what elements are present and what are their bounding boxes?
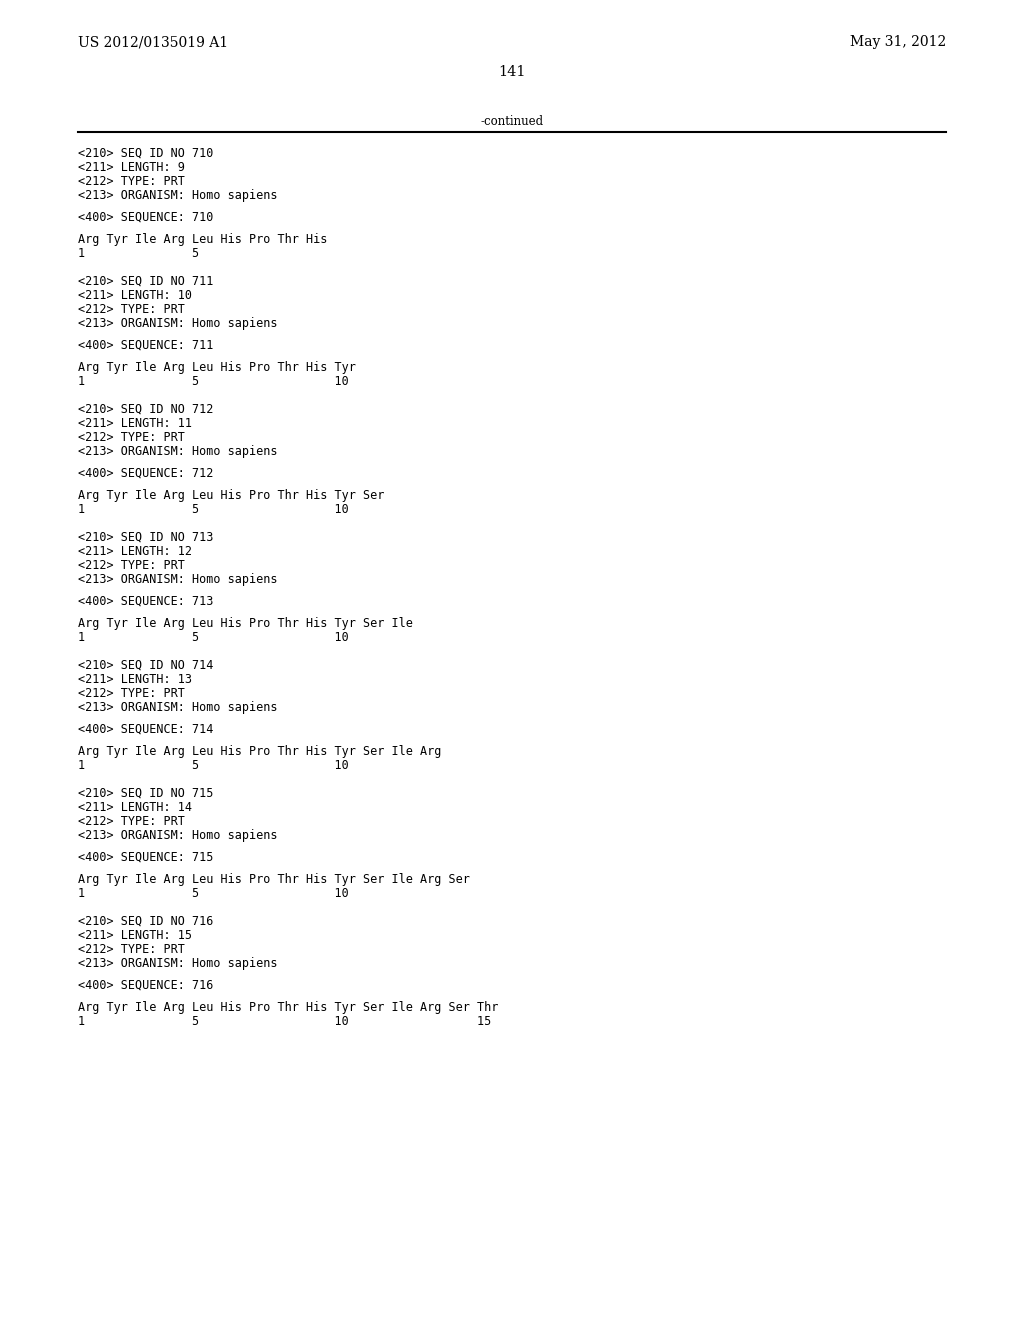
Text: <211> LENGTH: 14: <211> LENGTH: 14 xyxy=(78,801,193,814)
Text: Arg Tyr Ile Arg Leu His Pro Thr His Tyr Ser: Arg Tyr Ile Arg Leu His Pro Thr His Tyr … xyxy=(78,488,384,502)
Text: <400> SEQUENCE: 714: <400> SEQUENCE: 714 xyxy=(78,723,213,737)
Text: 1               5                   10: 1 5 10 xyxy=(78,759,349,772)
Text: <212> TYPE: PRT: <212> TYPE: PRT xyxy=(78,558,185,572)
Text: <213> ORGANISM: Homo sapiens: <213> ORGANISM: Homo sapiens xyxy=(78,829,278,842)
Text: <210> SEQ ID NO 713: <210> SEQ ID NO 713 xyxy=(78,531,213,544)
Text: 1               5                   10: 1 5 10 xyxy=(78,631,349,644)
Text: <211> LENGTH: 11: <211> LENGTH: 11 xyxy=(78,417,193,430)
Text: Arg Tyr Ile Arg Leu His Pro Thr His Tyr Ser Ile Arg Ser: Arg Tyr Ile Arg Leu His Pro Thr His Tyr … xyxy=(78,873,470,886)
Text: May 31, 2012: May 31, 2012 xyxy=(850,36,946,49)
Text: <213> ORGANISM: Homo sapiens: <213> ORGANISM: Homo sapiens xyxy=(78,317,278,330)
Text: <210> SEQ ID NO 715: <210> SEQ ID NO 715 xyxy=(78,787,213,800)
Text: <400> SEQUENCE: 716: <400> SEQUENCE: 716 xyxy=(78,979,213,993)
Text: <211> LENGTH: 12: <211> LENGTH: 12 xyxy=(78,545,193,558)
Text: -continued: -continued xyxy=(480,115,544,128)
Text: <212> TYPE: PRT: <212> TYPE: PRT xyxy=(78,176,185,187)
Text: Arg Tyr Ile Arg Leu His Pro Thr His: Arg Tyr Ile Arg Leu His Pro Thr His xyxy=(78,234,328,246)
Text: <212> TYPE: PRT: <212> TYPE: PRT xyxy=(78,432,185,444)
Text: US 2012/0135019 A1: US 2012/0135019 A1 xyxy=(78,36,228,49)
Text: <213> ORGANISM: Homo sapiens: <213> ORGANISM: Homo sapiens xyxy=(78,445,278,458)
Text: 1               5: 1 5 xyxy=(78,247,199,260)
Text: 1               5                   10                  15: 1 5 10 15 xyxy=(78,1015,492,1028)
Text: <400> SEQUENCE: 715: <400> SEQUENCE: 715 xyxy=(78,851,213,865)
Text: <210> SEQ ID NO 714: <210> SEQ ID NO 714 xyxy=(78,659,213,672)
Text: <212> TYPE: PRT: <212> TYPE: PRT xyxy=(78,814,185,828)
Text: <210> SEQ ID NO 712: <210> SEQ ID NO 712 xyxy=(78,403,213,416)
Text: <213> ORGANISM: Homo sapiens: <213> ORGANISM: Homo sapiens xyxy=(78,957,278,970)
Text: <210> SEQ ID NO 716: <210> SEQ ID NO 716 xyxy=(78,915,213,928)
Text: <213> ORGANISM: Homo sapiens: <213> ORGANISM: Homo sapiens xyxy=(78,189,278,202)
Text: <212> TYPE: PRT: <212> TYPE: PRT xyxy=(78,686,185,700)
Text: <210> SEQ ID NO 710: <210> SEQ ID NO 710 xyxy=(78,147,213,160)
Text: 141: 141 xyxy=(499,65,525,79)
Text: <400> SEQUENCE: 710: <400> SEQUENCE: 710 xyxy=(78,211,213,224)
Text: Arg Tyr Ile Arg Leu His Pro Thr His Tyr Ser Ile Arg Ser Thr: Arg Tyr Ile Arg Leu His Pro Thr His Tyr … xyxy=(78,1001,499,1014)
Text: Arg Tyr Ile Arg Leu His Pro Thr His Tyr Ser Ile Arg: Arg Tyr Ile Arg Leu His Pro Thr His Tyr … xyxy=(78,744,441,758)
Text: <213> ORGANISM: Homo sapiens: <213> ORGANISM: Homo sapiens xyxy=(78,573,278,586)
Text: 1               5                   10: 1 5 10 xyxy=(78,503,349,516)
Text: <210> SEQ ID NO 711: <210> SEQ ID NO 711 xyxy=(78,275,213,288)
Text: <213> ORGANISM: Homo sapiens: <213> ORGANISM: Homo sapiens xyxy=(78,701,278,714)
Text: <212> TYPE: PRT: <212> TYPE: PRT xyxy=(78,304,185,315)
Text: <211> LENGTH: 15: <211> LENGTH: 15 xyxy=(78,929,193,942)
Text: <211> LENGTH: 9: <211> LENGTH: 9 xyxy=(78,161,185,174)
Text: <211> LENGTH: 13: <211> LENGTH: 13 xyxy=(78,673,193,686)
Text: 1               5                   10: 1 5 10 xyxy=(78,887,349,900)
Text: Arg Tyr Ile Arg Leu His Pro Thr His Tyr Ser Ile: Arg Tyr Ile Arg Leu His Pro Thr His Tyr … xyxy=(78,616,413,630)
Text: <400> SEQUENCE: 713: <400> SEQUENCE: 713 xyxy=(78,595,213,609)
Text: <400> SEQUENCE: 712: <400> SEQUENCE: 712 xyxy=(78,467,213,480)
Text: <400> SEQUENCE: 711: <400> SEQUENCE: 711 xyxy=(78,339,213,352)
Text: <211> LENGTH: 10: <211> LENGTH: 10 xyxy=(78,289,193,302)
Text: Arg Tyr Ile Arg Leu His Pro Thr His Tyr: Arg Tyr Ile Arg Leu His Pro Thr His Tyr xyxy=(78,360,356,374)
Text: <212> TYPE: PRT: <212> TYPE: PRT xyxy=(78,942,185,956)
Text: 1               5                   10: 1 5 10 xyxy=(78,375,349,388)
